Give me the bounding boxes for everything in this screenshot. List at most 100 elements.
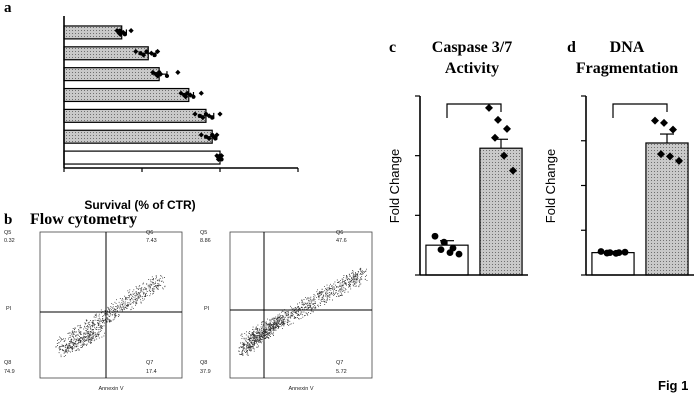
panel-c-title-line2: Activity (445, 60, 499, 77)
data-point (138, 51, 143, 56)
flow-q6-value: 47.6 (336, 238, 347, 244)
data-point (612, 249, 620, 257)
data-point (118, 28, 123, 33)
flow-ylabel: PI (6, 306, 12, 312)
flow-q6-value: 7.43 (146, 238, 157, 244)
chart-a-survival (63, 16, 299, 172)
bar-cbd (479, 147, 523, 276)
data-point (485, 103, 493, 112)
data-point (122, 32, 127, 37)
flow-scatter-cloud (55, 275, 166, 358)
data-point (175, 69, 181, 75)
data-point (183, 94, 189, 100)
data-point (437, 246, 445, 254)
data-point (192, 111, 198, 117)
significance-bracket (612, 103, 668, 118)
scatter-points (55, 275, 166, 352)
data-point (431, 232, 439, 240)
flow-q5-label: Q5 (200, 230, 207, 236)
data-point (675, 156, 683, 165)
flow-q8-label: Q8 (4, 360, 11, 366)
data-point (491, 133, 499, 142)
data-point (210, 115, 215, 120)
data-point (494, 115, 502, 124)
data-point (219, 157, 224, 162)
data-point (669, 125, 677, 134)
data-point (446, 249, 454, 257)
data-point (187, 92, 193, 98)
scatter-points (58, 328, 105, 358)
flow-plot-frame (39, 231, 183, 379)
data-point (155, 48, 161, 55)
flow-q8-value: 74.9 (4, 369, 15, 375)
data-point (203, 111, 209, 117)
bar-cbd-10 (63, 25, 123, 40)
data-point (133, 48, 139, 55)
scatter-points (240, 267, 368, 349)
panel-b-title: Flow cytometry (30, 211, 137, 228)
chart-a-xlabel: Survival (% of CTR) (84, 198, 195, 212)
data-point (214, 132, 220, 138)
data-point (128, 28, 134, 34)
data-point (152, 52, 157, 58)
chart-c-caspase (415, 95, 528, 276)
bar-ctr (425, 244, 469, 276)
flow-ylabel: PI (204, 306, 210, 312)
bar-cbd-1 (63, 67, 160, 82)
data-point (660, 118, 668, 127)
data-point (603, 249, 611, 257)
chart-d-ylabel: Fold Change (543, 149, 558, 223)
data-point (203, 134, 209, 139)
flow-q7-value: 5.72 (336, 369, 347, 375)
data-point (597, 248, 605, 255)
flow-q7-label: Q7 (146, 360, 153, 366)
panel-d-title-line1: DNA (610, 39, 645, 56)
flow-q5-label: Q5 (4, 230, 11, 236)
bar-ctr (63, 150, 221, 165)
flow-q6-label: Q6 (336, 230, 343, 236)
data-point (440, 238, 448, 246)
bar-cbd-0-1 (63, 108, 207, 123)
flow-q8-value: 37.9 (200, 369, 211, 375)
data-point (144, 49, 149, 54)
flow-xlabel: Annexin V (98, 386, 123, 392)
flow-q7-value: 17.4 (146, 369, 157, 375)
data-point (198, 90, 204, 96)
flow-q5-value: 0.32 (4, 238, 15, 244)
scatter-points (238, 316, 285, 356)
data-point (651, 116, 659, 125)
panel-a-letter: a (4, 0, 12, 16)
flow-q7-label: Q7 (336, 360, 343, 366)
data-point (455, 250, 463, 258)
flow-q8-label: Q8 (200, 360, 207, 366)
data-point (140, 52, 147, 58)
data-point (120, 29, 126, 36)
data-point (197, 113, 202, 118)
data-point (666, 152, 674, 161)
data-point (621, 248, 629, 256)
flow-plot-frame (229, 231, 373, 379)
panel-c-title-line1: Caspase 3/7 (432, 39, 512, 56)
data-point (200, 115, 206, 121)
flow-scatter-cloud (238, 267, 368, 356)
data-point (657, 150, 665, 159)
chart-c-ylabel: Fold Change (387, 149, 402, 223)
flow-xlabel: Annexin V (288, 386, 313, 392)
bar-cbd-0-3 (63, 87, 190, 103)
data-point (503, 124, 511, 133)
panel-d-letter: d (567, 39, 576, 56)
data-point (500, 151, 508, 160)
data-point (206, 135, 212, 142)
bar-cbd-0-03 (63, 129, 213, 144)
data-point (191, 94, 196, 99)
chart-d-dna-fragmentation (581, 95, 694, 276)
figure-label: Fig 1 (658, 378, 688, 393)
data-point (148, 50, 154, 56)
flow-q5-value: 8.86 (200, 238, 211, 244)
panel-c-letter: c (389, 39, 396, 56)
significance-bracket (446, 103, 502, 118)
bar-ctr (591, 252, 635, 276)
data-point (218, 153, 225, 159)
data-point (185, 91, 190, 96)
